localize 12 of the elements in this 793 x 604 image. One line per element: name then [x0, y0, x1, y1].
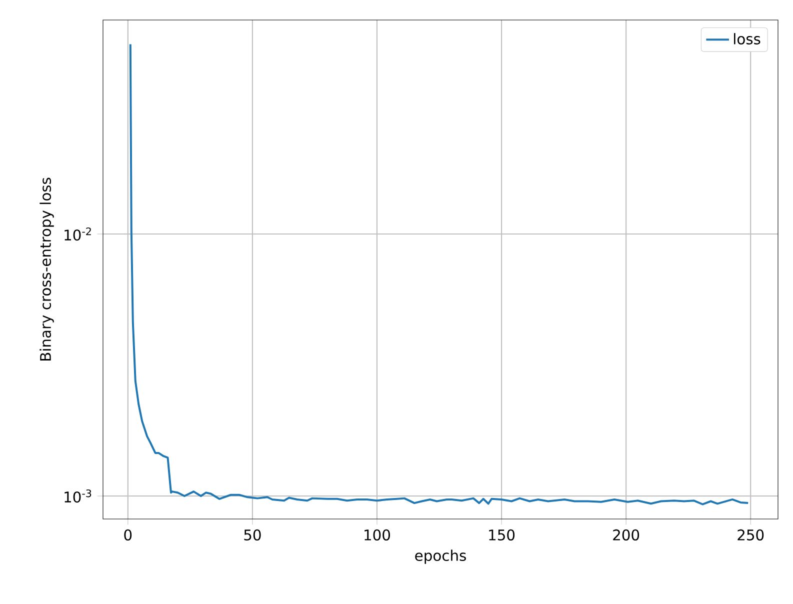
legend-label: loss [734, 33, 760, 44]
x-tick-label: 100 [364, 529, 390, 540]
y-tick-label: 10$^{-2}$ [64, 227, 91, 241]
y-axis-title: Binary cross-entropy loss [40, 178, 54, 360]
x-tick-label: 150 [489, 529, 515, 540]
y-tick-label: 10$^{-3}$ [64, 489, 92, 503]
x-tick-label: 200 [613, 529, 640, 540]
x-axis-title: epochs [415, 550, 466, 564]
x-tick-label: 50 [244, 529, 261, 540]
x-tick-label: 0 [124, 529, 132, 540]
x-tick-label: 250 [738, 529, 764, 540]
line-series [129, 43, 750, 506]
